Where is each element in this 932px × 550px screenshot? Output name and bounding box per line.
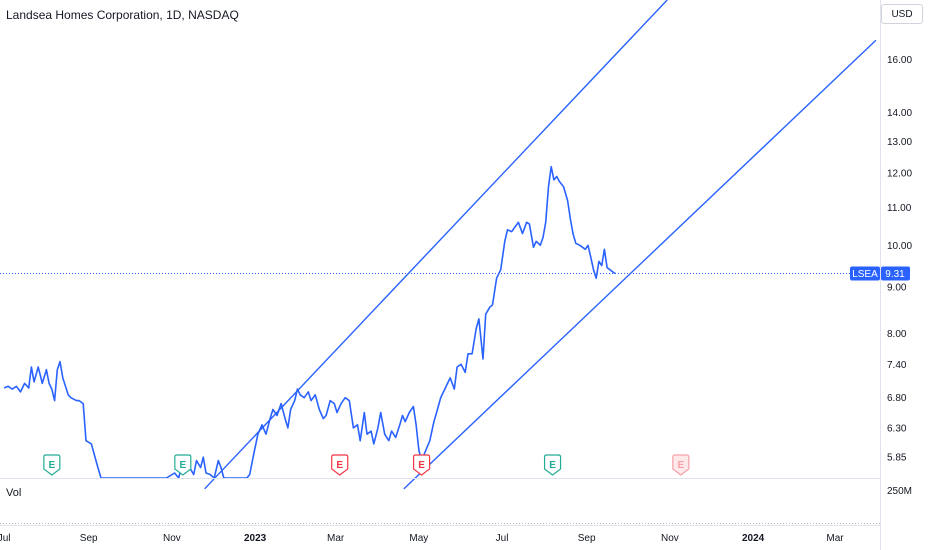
- earnings-marker[interactable]: E: [412, 454, 431, 476]
- time-tick-label: Sep: [80, 533, 98, 544]
- price-axis[interactable]: 16.00 14.00 13.00 12.00 11.00 10.00 9.00 8.00 7.…: [887, 55, 912, 464]
- price-tick-label: 6.30: [887, 423, 907, 434]
- earnings-label: E: [677, 460, 684, 471]
- earnings-shape: [672, 454, 690, 476]
- price-tick-label: 7.40: [887, 360, 907, 371]
- price-tick-label: 8.00: [887, 329, 907, 340]
- time-tick-label: Nov: [661, 533, 679, 544]
- price-tick-label: 13.00: [887, 137, 912, 148]
- time-tick-label: Jul: [0, 533, 10, 544]
- time-tick-label: 2023: [244, 533, 267, 544]
- last-price-label: 9.31: [885, 269, 905, 280]
- time-tick-label: 2024: [742, 533, 765, 544]
- time-axis[interactable]: Jul Sep Nov 2023 Mar May Jul Sep Nov 2024 Mar: [0, 533, 844, 544]
- earnings-marker[interactable]: E: [174, 454, 192, 476]
- volume-axis: 250M: [887, 486, 912, 497]
- time-tick-label: Mar: [826, 533, 844, 544]
- price-tick-label: 14.00: [887, 108, 912, 119]
- last-price-tag: [881, 266, 910, 281]
- last-price-badge: LSEA 9.31: [850, 266, 910, 281]
- time-tick-label: Sep: [578, 533, 596, 544]
- earnings-shape: [43, 454, 61, 476]
- earnings-label: E: [336, 460, 343, 471]
- currency-selector[interactable]: USD: [881, 4, 923, 24]
- earnings-shape: [412, 454, 431, 476]
- time-tick-label: Mar: [327, 533, 345, 544]
- earnings-shape: [543, 454, 562, 476]
- earnings-label: E: [418, 460, 425, 471]
- price-line: [3, 165, 616, 479]
- price-tick-label: 16.00: [887, 55, 912, 66]
- price-tick-label: 10.00: [887, 241, 912, 252]
- chart-title: Landsea Homes Corporation, 1D, NASDAQ: [6, 8, 239, 22]
- price-tick-label: 9.00: [887, 282, 907, 293]
- symbol-tag-label: LSEA: [852, 269, 878, 280]
- symbol-tag: [850, 266, 880, 281]
- price-tick-label: 12.00: [887, 169, 912, 180]
- volume-label: Vol: [6, 487, 22, 499]
- volume-tick-label: 250M: [887, 486, 912, 497]
- earnings-marker[interactable]: E: [543, 454, 562, 476]
- earnings-marker[interactable]: E: [331, 454, 349, 476]
- price-tick-label: 11.00: [887, 203, 912, 214]
- earnings-label: E: [179, 460, 186, 471]
- time-tick-label: Jul: [496, 533, 509, 544]
- earnings-shape: [174, 454, 192, 476]
- time-tick-label: Nov: [163, 533, 181, 544]
- time-tick-label: May: [409, 533, 428, 544]
- price-tick-label: 5.85: [887, 453, 907, 464]
- earnings-label: E: [549, 460, 556, 471]
- earnings-label: E: [49, 460, 56, 471]
- earnings-marker[interactable]: E: [43, 454, 61, 476]
- earnings-shape: [331, 454, 349, 476]
- channel-lower-line[interactable]: [403, 39, 877, 490]
- price-tick-label: 6.80: [887, 393, 907, 404]
- earnings-marker[interactable]: E: [672, 454, 690, 476]
